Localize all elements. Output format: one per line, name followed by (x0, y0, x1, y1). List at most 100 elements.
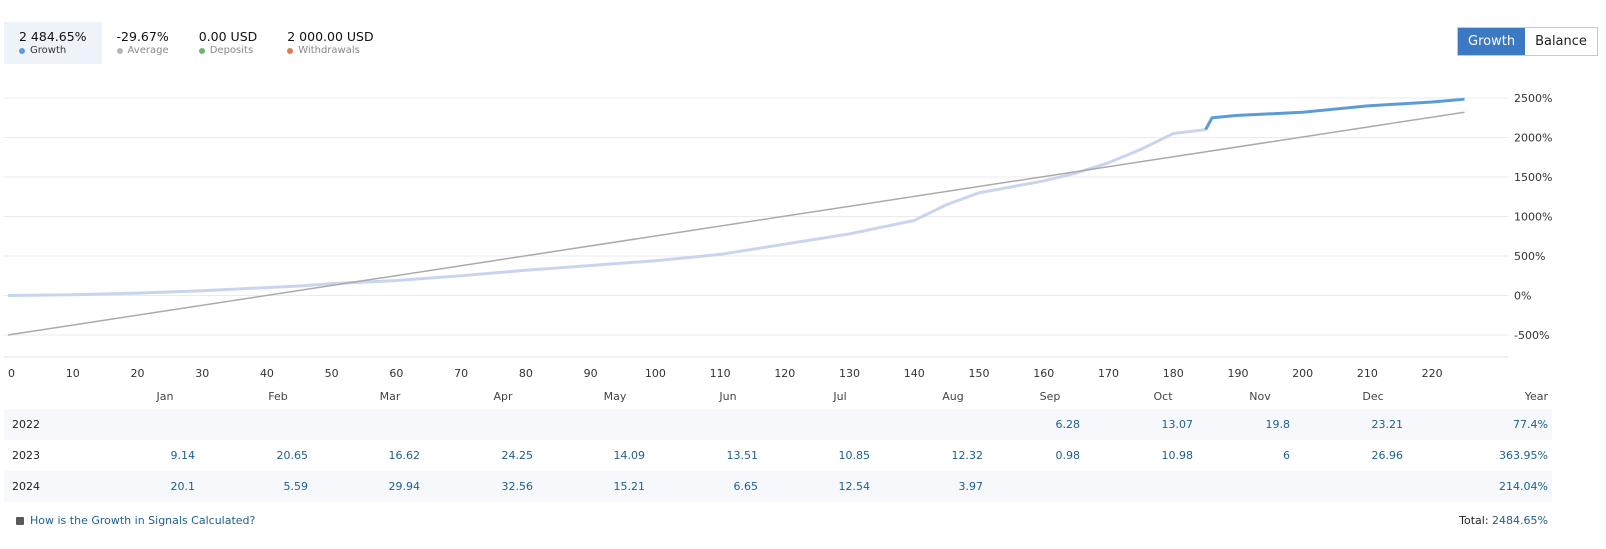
table-header: Jan Feb Mar Apr May Jun Jul Aug Sep Oct Nov Dec Year (4, 384, 1552, 409)
month-value-cell (678, 409, 758, 440)
month-value-cell[interactable]: 10.85 (838, 449, 871, 462)
month-value-cell[interactable]: 3.97 (958, 480, 984, 493)
month-value-cell[interactable]: 26.96 (1371, 449, 1404, 462)
x-tick-label: 60 (389, 367, 403, 380)
month-value-cell[interactable]: 6 (1283, 449, 1290, 462)
month-header: Aug (942, 390, 964, 403)
growth-button[interactable]: Growth (1458, 28, 1526, 55)
month-value-cell[interactable]: 32.56 (501, 480, 534, 493)
month-value-cell[interactable]: 9.14 (170, 449, 196, 462)
month-header: Jul (833, 390, 847, 403)
month-header: Jun (719, 390, 737, 403)
growth-chart: 2500% 2000% 1500% 1000% 500% 0% -500% 0 10 20 30 40… (4, 92, 1552, 380)
stat-withdrawals-label: Withdrawals (298, 45, 360, 56)
month-header: Oct (1153, 390, 1173, 403)
y-tick-label: 0% (1514, 290, 1531, 303)
month-value-cell[interactable]: 10.98 (1161, 449, 1194, 462)
month-value-cell[interactable]: 20.65 (276, 449, 309, 462)
calculator-icon (16, 516, 24, 525)
month-value-cell[interactable]: 20.1 (170, 480, 196, 493)
month-value-cell (340, 409, 420, 440)
y-tick-label: 500% (1514, 250, 1545, 263)
stat-average-label: Average (127, 45, 169, 56)
growth-calc-link[interactable]: How is the Growth in Signals Calculated? (16, 514, 255, 527)
month-header: Year (1524, 390, 1548, 403)
withdrawals-dot-icon (287, 48, 294, 54)
month-value-cell[interactable]: 0.98 (1055, 449, 1081, 462)
month-value-cell[interactable]: 15.21 (613, 480, 646, 493)
year-label: 2024 (12, 480, 40, 493)
x-tick-label: 180 (1163, 367, 1184, 380)
table-row: 2023 9.14 20.65 16.62 24.25 14.09 13.51 10.85 12… (4, 440, 1552, 471)
growth-calc-link-text: How is the Growth in Signals Calculated? (30, 514, 256, 527)
stat-average[interactable]: -29.67% Average (102, 22, 184, 64)
x-tick-label: 10 (66, 367, 80, 380)
stat-growth[interactable]: 2 484.65% Growth (4, 22, 102, 64)
x-tick-label: 160 (1033, 367, 1054, 380)
month-header: Feb (268, 390, 288, 403)
deposits-dot-icon (198, 48, 205, 54)
month-header: Mar (379, 390, 401, 403)
month-value-cell (565, 409, 645, 440)
stat-average-value: -29.67% (116, 29, 169, 44)
month-value-cell (1323, 471, 1403, 502)
growth-history-line (7, 128, 1206, 297)
stat-deposits-value: 0.00 USD (198, 29, 258, 44)
stat-deposits-label: Deposits (209, 45, 254, 56)
month-value-cell[interactable]: 13.07 (1161, 418, 1194, 431)
average-dot-icon (116, 48, 123, 54)
month-header: Apr (493, 390, 513, 403)
stat-withdrawals[interactable]: 2 000.00 USD Withdrawals (272, 22, 388, 64)
x-tick-label: 90 (584, 367, 598, 380)
month-value-cell (1210, 471, 1290, 502)
month-value-cell[interactable]: 19.8 (1265, 418, 1291, 431)
year-total-cell[interactable]: 214.04% (1499, 480, 1548, 493)
year-total-cell[interactable]: 363.95% (1499, 449, 1548, 462)
month-value-cell[interactable]: 23.21 (1371, 418, 1404, 431)
total-value: 2484.65% (1492, 514, 1548, 527)
year-total-cell[interactable]: 77.4% (1513, 418, 1548, 431)
month-value-cell (1000, 471, 1080, 502)
chart-mode-toggle: Growth Balance (1457, 27, 1598, 56)
x-tick-label: 70 (454, 367, 468, 380)
month-value-cell[interactable]: 6.28 (1055, 418, 1081, 431)
month-value-cell (790, 409, 870, 440)
month-value-cell (228, 409, 308, 440)
month-value-cell[interactable]: 29.94 (388, 480, 421, 493)
month-header: Jan (156, 390, 174, 403)
x-tick-label: 100 (645, 367, 666, 380)
month-value-cell[interactable]: 24.25 (501, 449, 534, 462)
year-label: 2023 (12, 449, 40, 462)
monthly-growth-table: Jan Feb Mar Apr May Jun Jul Aug Sep Oct Nov Dec Year… (4, 384, 1552, 502)
month-value-cell[interactable]: 13.51 (726, 449, 759, 462)
x-tick-label: 0 (8, 367, 15, 380)
stat-deposits[interactable]: 0.00 USD Deposits (184, 22, 273, 64)
y-tick-label: 2000% (1514, 132, 1552, 145)
month-header: Nov (1249, 390, 1271, 403)
year-label: 2022 (12, 418, 40, 431)
x-tick-label: 50 (325, 367, 339, 380)
summary-stats: 2 484.65% Growth -29.67% Average 0.00 US… (4, 22, 389, 64)
month-value-cell[interactable]: 14.09 (613, 449, 646, 462)
total-growth: Total: 2484.65% (1459, 514, 1548, 527)
x-tick-label: 200 (1292, 367, 1313, 380)
month-value-cell[interactable]: 12.54 (838, 480, 871, 493)
month-header: May (603, 390, 627, 403)
y-tick-label: -500% (1514, 329, 1549, 342)
month-value-cell[interactable]: 5.59 (283, 480, 309, 493)
month-value-cell (1113, 471, 1193, 502)
y-tick-label: 2500% (1514, 92, 1552, 105)
balance-button[interactable]: Balance (1525, 28, 1597, 55)
month-value-cell[interactable]: 16.62 (388, 449, 421, 462)
growth-recent-line (1204, 97, 1465, 131)
x-tick-label: 80 (519, 367, 533, 380)
growth-dot-icon (19, 48, 25, 54)
x-tick-label: 210 (1357, 367, 1378, 380)
x-tick-label: 40 (260, 367, 274, 380)
month-value-cell[interactable]: 12.32 (951, 449, 984, 462)
x-tick-label: 30 (195, 367, 209, 380)
x-tick-label: 220 (1422, 367, 1443, 380)
month-value-cell[interactable]: 6.65 (733, 480, 759, 493)
stat-growth-label: Growth (30, 45, 67, 56)
x-tick-label: 20 (130, 367, 144, 380)
